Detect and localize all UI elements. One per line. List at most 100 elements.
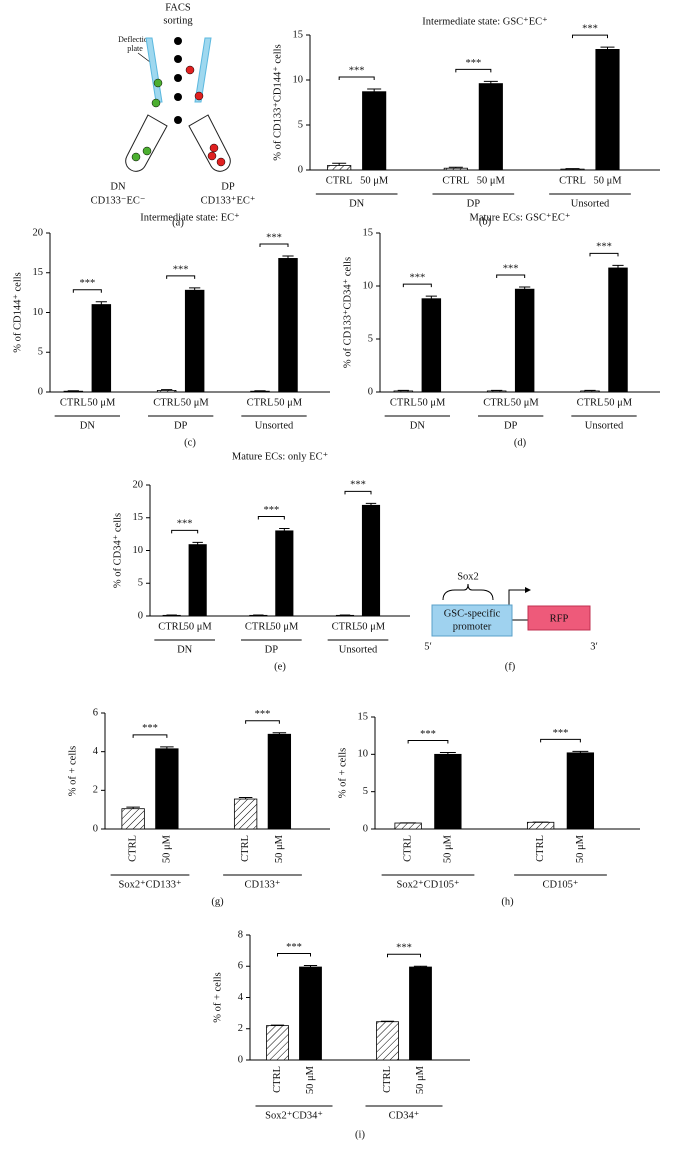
group-label: DN — [80, 420, 96, 431]
y-tick-label: 0 — [298, 164, 303, 175]
plate-label: plate — [127, 44, 143, 53]
error-bar — [279, 528, 290, 531]
significance-label: *** — [349, 65, 365, 76]
x-tick-label: CTRL — [403, 835, 414, 862]
x-tick-label: 50 μM — [184, 621, 213, 632]
group-label: Unsorted — [585, 420, 624, 431]
bar — [421, 298, 442, 393]
bar — [434, 753, 462, 830]
group-label: CD133⁺ — [245, 879, 281, 890]
x-tick-label: CTRL — [390, 397, 417, 408]
bar — [393, 390, 414, 393]
panel-label: (a) — [172, 217, 184, 228]
x-tick-label: CTRL — [559, 175, 586, 186]
x-tick-label: CTRL — [128, 835, 139, 862]
error-bar — [491, 389, 503, 391]
bar — [63, 390, 84, 393]
x-tick-label: 50 μM — [87, 397, 116, 408]
error-bar — [95, 301, 107, 305]
bar — [275, 530, 294, 617]
y-tick-label: 0 — [138, 610, 143, 621]
significance-label: *** — [142, 723, 158, 734]
x-tick-label: 50 μM — [415, 1065, 426, 1094]
error-bar — [160, 746, 174, 749]
y-tick-label: 5 — [138, 578, 143, 589]
error-bar — [425, 295, 437, 299]
significance-bracket — [572, 34, 608, 39]
facs-diagram: FACS sorting Deflection plate DN CD133⁻E… — [91, 2, 256, 228]
group-label: Unsorted — [571, 198, 610, 209]
x-tick-label: 50 μM — [305, 1065, 316, 1094]
error-bar — [189, 287, 201, 291]
significance-label: *** — [263, 505, 279, 516]
significance-label: *** — [396, 943, 412, 954]
bar — [299, 966, 322, 1061]
error-bar — [448, 166, 463, 169]
bar — [560, 168, 585, 171]
bar — [376, 1021, 399, 1061]
y-tick-label: 0 — [93, 823, 98, 834]
y-axis-label: % of CD34⁺ cells — [112, 513, 123, 588]
y-tick-label: 15 — [358, 711, 369, 722]
y-tick-label: 0 — [363, 823, 368, 834]
error-bar — [483, 80, 498, 84]
bar — [121, 808, 145, 830]
y-tick-label: 0 — [368, 386, 373, 397]
significance-bracket — [245, 720, 280, 724]
y-tick-label: 15 — [133, 512, 144, 523]
group-label: DP — [504, 420, 518, 431]
chart-title: Mature ECs: GSC⁺EC⁺ — [470, 212, 571, 223]
y-tick-label: 6 — [238, 961, 243, 972]
y-tick-label: 15 — [363, 227, 374, 238]
significance-bracket — [277, 952, 311, 957]
error-bar — [584, 389, 596, 391]
significance-bracket — [387, 953, 421, 958]
y-axis-label: % of + cells — [67, 746, 78, 797]
bar — [486, 390, 507, 393]
significance-bracket — [338, 76, 375, 80]
group-label: CD105⁺ — [543, 879, 579, 890]
x-tick-label: 50 μM — [274, 834, 285, 863]
chart-title: Intermediate state: GSC⁺EC⁺ — [422, 16, 548, 27]
error-bar — [332, 162, 347, 166]
error-bar — [572, 750, 589, 753]
bar — [608, 267, 628, 393]
x-tick-label: 50 μM — [270, 621, 299, 632]
x-tick-label: 50 μM — [417, 397, 446, 408]
significance-label: *** — [173, 264, 189, 275]
significance-bracket — [166, 275, 196, 279]
x-tick-label: CTRL — [245, 621, 272, 632]
significance-bracket — [407, 739, 449, 744]
significance-label: *** — [420, 729, 436, 740]
reporter-box — [527, 605, 591, 631]
y-tick-label: 5 — [38, 347, 43, 358]
significance-label: *** — [286, 942, 302, 953]
diagram-title: sorting — [163, 15, 193, 26]
tube — [125, 114, 168, 172]
y-axis-label: % of CD133⁺CD34⁺ cells — [342, 257, 353, 368]
tube-label: CD133⁻EC⁻ — [91, 195, 146, 206]
bar — [362, 91, 387, 171]
x-tick-label: 50 μM — [442, 834, 453, 863]
x-tick-label: 50 μM — [593, 175, 622, 186]
significance-label: *** — [409, 272, 425, 283]
y-tick-label: 6 — [93, 707, 98, 718]
significance-bracket — [132, 734, 168, 738]
promoter-label: GSC-specific — [444, 608, 501, 619]
tube-label: DN — [110, 181, 126, 192]
bar — [526, 821, 555, 830]
error-bar — [367, 88, 382, 92]
error-bar — [397, 389, 409, 391]
significance-bracket — [455, 68, 492, 73]
bar — [156, 390, 177, 393]
tube — [188, 114, 231, 172]
significance-label: *** — [596, 242, 612, 253]
error-bar — [439, 751, 456, 755]
x-tick-label: 50 μM — [604, 397, 633, 408]
group-label: Unsorted — [339, 644, 378, 655]
significance-label: *** — [503, 263, 519, 274]
y-axis-label: % of CD133⁺CD144⁺ cells — [272, 44, 283, 160]
error-bar — [282, 255, 294, 259]
panel-label: (c) — [184, 437, 196, 448]
end-label: 5′ — [424, 641, 432, 652]
